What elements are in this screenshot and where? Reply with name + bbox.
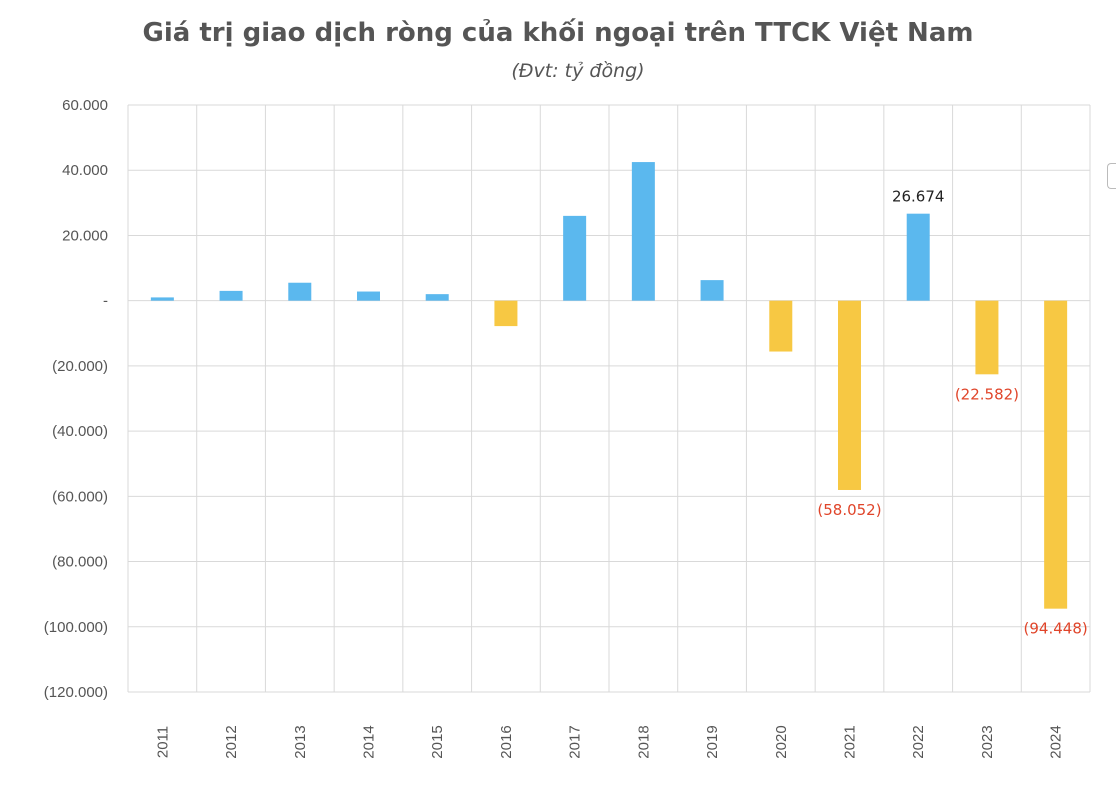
x-tick-label: 2012	[223, 725, 240, 758]
x-tick-label: 2021	[842, 725, 859, 758]
y-tick-label: 60.000	[62, 97, 108, 114]
y-tick-label: (60.000)	[52, 488, 108, 505]
y-tick-label: 40.000	[62, 162, 108, 179]
bar-2022	[906, 213, 930, 301]
bar-2016	[494, 300, 518, 327]
x-tick-label: 2022	[910, 725, 927, 758]
x-tick-label: 2023	[979, 725, 996, 758]
x-tick-label: 2015	[429, 725, 446, 758]
bar-2019	[700, 280, 724, 301]
y-tick-label: (20.000)	[52, 358, 108, 375]
label-layer: 60.000 40.000 20.000 - (20.000) (40.000) (60.0…	[44, 97, 1088, 759]
data-label-2022: 26.674	[892, 188, 945, 206]
data-label-2024: (94.448)	[1024, 620, 1088, 638]
y-tick-label: (120.000)	[44, 684, 108, 701]
x-tick-label: 2019	[704, 725, 721, 758]
y-tick-label: (80.000)	[52, 554, 108, 571]
x-tick-label: 2013	[292, 725, 309, 758]
y-tick-label: (40.000)	[52, 423, 108, 440]
bar-layer	[150, 162, 1068, 609]
bar-2020	[769, 300, 793, 352]
bar-2014	[357, 291, 380, 301]
bar-2024	[1044, 300, 1068, 609]
bar-2013	[288, 282, 312, 301]
y-tick-label: 20.000	[62, 227, 108, 244]
bar-2015	[425, 294, 449, 301]
bar-2011	[150, 297, 174, 301]
x-tick-label: 2014	[361, 725, 378, 758]
data-label-2021: (58.052)	[817, 501, 881, 519]
bar-2012	[219, 290, 243, 301]
bar-2021	[838, 300, 861, 490]
bar-2023	[975, 300, 999, 375]
grid-layer	[127, 104, 1091, 693]
x-tick-label: 2018	[635, 725, 652, 758]
data-label-2023: (22.582)	[955, 385, 1019, 403]
y-tick-label: -	[103, 293, 108, 310]
bar-2018	[631, 162, 655, 301]
side-scroll-tab[interactable]	[1107, 163, 1116, 189]
chart-title: Giá trị giao dịch ròng của khối ngoại tr…	[142, 18, 974, 48]
x-tick-label: 2011	[154, 726, 171, 758]
x-tick-label: 2020	[773, 725, 790, 758]
x-tick-label: 2017	[567, 725, 584, 758]
x-tick-label: 2016	[498, 725, 515, 758]
x-tick-label: 2024	[1048, 725, 1065, 758]
chart-subtitle: (Đvt: tỷ đồng)	[511, 60, 645, 82]
bar-2017	[563, 215, 587, 301]
y-tick-label: (100.000)	[44, 619, 108, 636]
